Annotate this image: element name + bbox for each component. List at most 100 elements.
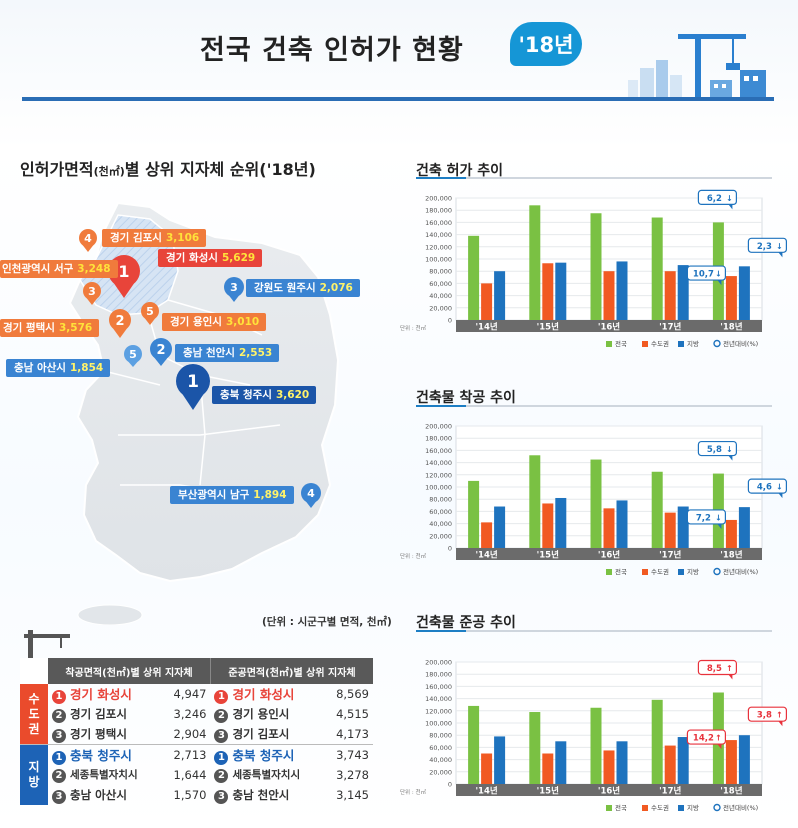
callout-tail	[728, 674, 733, 680]
category-band	[456, 784, 762, 796]
category-band	[456, 548, 762, 560]
bar-local	[494, 506, 506, 548]
table-cell: 1 경기 화성시	[210, 684, 323, 704]
table-header-start: 착공면적(천㎡)별 상위 지자체	[48, 658, 211, 684]
table-value: 4,515	[336, 707, 369, 721]
y-tick-label: 0	[448, 545, 452, 553]
chart-permit: 0 20,000 40,000 60,000 80,000 100,000 120,000 1…	[400, 189, 787, 348]
table-value: 3,246	[173, 707, 207, 721]
table-cell: 3 경기 김포시	[210, 724, 323, 745]
bar-local	[738, 507, 750, 548]
y-tick-label: 140,000	[425, 231, 452, 239]
callout-value: 4,6	[757, 483, 772, 493]
x-tick-label: '14년	[475, 550, 497, 561]
legend-label: 수도권	[651, 804, 669, 812]
map-label-1-local: 충북 청주시 3,620	[212, 386, 317, 404]
callout-value: 14,2	[693, 734, 714, 744]
y-tick-label: 80,000	[429, 496, 452, 504]
callout-box	[686, 265, 726, 281]
legend-swatch	[642, 341, 648, 347]
bar-local	[555, 497, 567, 548]
callout-box	[686, 509, 726, 525]
x-tick-label: '14년	[475, 786, 497, 797]
bar-national	[590, 213, 602, 320]
chart-title-permit: 건축 허가 추이	[416, 163, 504, 179]
map-title-text: 인허가면적	[20, 160, 94, 179]
chart-rule	[416, 177, 772, 179]
legend-swatch	[606, 341, 612, 347]
bar-local	[677, 737, 689, 784]
callout-badge: 7,2 ↓	[686, 509, 726, 529]
callout-badge: 5,8 ↓	[697, 440, 737, 461]
bar-national	[651, 217, 663, 320]
map-label-3-local: 강원도 원주시 2,076	[246, 279, 360, 297]
callout-box	[747, 706, 787, 722]
table-value: 2,904	[173, 727, 207, 741]
legend-swatch	[678, 341, 684, 347]
bar-capital	[603, 750, 615, 784]
pin-3-local	[224, 277, 244, 302]
chart-start: 0 20,000 40,000 60,000 80,000 100,000 120,000 1…	[400, 423, 787, 576]
arrow-up-icon: ↑	[715, 734, 722, 743]
svg-text:4: 4	[84, 232, 92, 245]
bar-capital	[725, 276, 737, 320]
svg-text:1: 1	[118, 262, 129, 281]
callout-box	[747, 237, 787, 253]
bar-national	[529, 712, 541, 784]
y-tick-label: 100,000	[425, 484, 452, 492]
callout-badge: 8,5 ↑	[697, 659, 737, 680]
page-title: 전국 건축 인허가 현황	[200, 35, 464, 66]
x-tick-label: '18년	[720, 322, 742, 333]
table-value: 3,145	[336, 788, 369, 802]
x-tick-label: '15년	[537, 550, 559, 561]
callout-value: 8,5	[707, 664, 722, 674]
callout-tail	[717, 280, 722, 286]
bar-capital	[542, 263, 554, 320]
pin-4-local	[301, 483, 321, 508]
callout-value: 10,7	[693, 270, 714, 280]
callout-badge: 3,8 ↑	[747, 706, 787, 727]
map-title-rest: 별 상위 지자체 순위('18년)	[124, 160, 316, 179]
x-tick-label: '17년	[659, 322, 681, 333]
bar-capital	[542, 503, 554, 548]
legend-marker-icon	[713, 567, 721, 576]
y-tick-label: 40,000	[429, 756, 452, 764]
table-row: 2 세종특별자치시 1,644 2 세종특별자치시 3,278	[20, 765, 373, 785]
callout-box	[686, 729, 726, 745]
legend-swatch	[606, 805, 612, 811]
legend-swatch	[606, 569, 612, 575]
chart-title-complete: 건축물 준공 추이	[416, 615, 516, 631]
svg-text:3: 3	[88, 285, 96, 298]
arrow-down-icon: ↓	[776, 483, 783, 492]
bar-capital	[481, 753, 493, 784]
x-tick-label: '16년	[598, 550, 620, 561]
callout-tail	[728, 455, 733, 461]
y-tick-label: 60,000	[429, 744, 452, 752]
y-tick-label: 60,000	[429, 280, 452, 288]
x-tick-label: '17년	[659, 786, 681, 797]
y-tick-label: 100,000	[425, 720, 452, 728]
legend-label: 수도권	[651, 568, 669, 576]
bar-national	[651, 699, 663, 784]
callout-tail	[778, 493, 783, 499]
header-divider	[22, 97, 774, 101]
bar-capital	[664, 512, 676, 548]
callout-value: 3,8	[757, 711, 772, 721]
callout-badge: 4,6 ↓	[747, 478, 787, 499]
map-title-unit: (천㎡)	[93, 165, 125, 178]
y-tick-label: 160,000	[425, 219, 452, 227]
bar-local	[494, 736, 506, 784]
legend-swatch	[642, 569, 648, 575]
arrow-up-icon: ↑	[776, 711, 783, 720]
arrow-down-icon: ↓	[776, 242, 783, 251]
callout-tail	[717, 523, 722, 529]
y-tick-label: 100,000	[425, 256, 452, 264]
jeju-island	[77, 604, 143, 625]
callout-badge: 14,2 ↑	[686, 729, 726, 750]
y-tick-label: 40,000	[429, 292, 452, 300]
map-label-4-local: 부산광역시 남구 1,894	[170, 486, 294, 504]
callout-value: 7,2	[696, 513, 711, 523]
y-tick-label: 20,000	[429, 304, 452, 312]
table-value: 2,713	[161, 744, 211, 765]
category-band	[456, 320, 762, 332]
